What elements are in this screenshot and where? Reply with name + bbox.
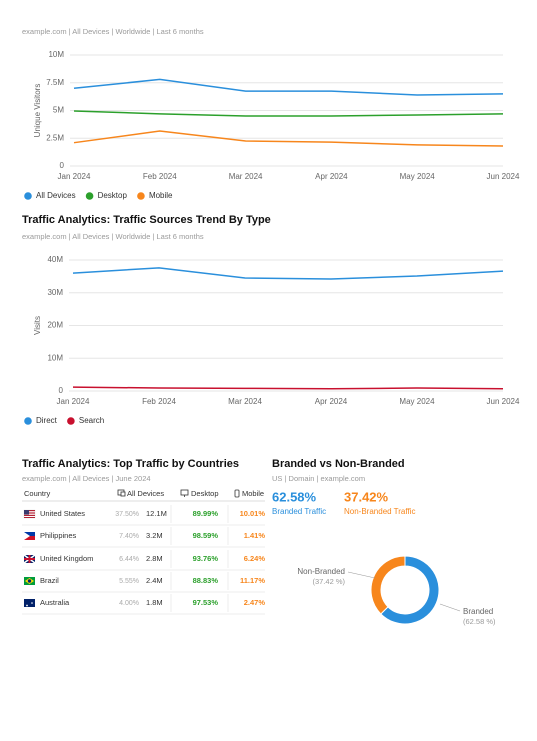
table-cell: 7.40%: [119, 533, 139, 540]
series-line: [73, 130, 504, 147]
column-header: All Devices: [127, 489, 164, 498]
y-tick-label: 20M: [47, 321, 63, 330]
chart-subtitle: US | Domain | example.com: [272, 474, 365, 483]
table-title: Traffic Analytics: Top Traffic by Countr…: [22, 458, 239, 470]
flags: [23, 509, 36, 607]
legend-label: All Devices: [36, 191, 76, 200]
table-cell: United Kingdom: [40, 554, 93, 563]
summary-label: Non-Branded Traffic: [344, 507, 415, 516]
callout-line: [439, 603, 461, 612]
summary-value: 62.58%: [272, 489, 317, 504]
x-tick-label: Apr 2024: [315, 172, 348, 181]
table-cell: 2.8M: [146, 554, 163, 563]
donut-slice: [370, 555, 406, 615]
x-tick-label: Mar 2024: [228, 397, 262, 406]
table-cell: 89.99%: [193, 509, 219, 518]
slice-label: Non-Branded: [297, 567, 345, 576]
chart-title: Traffic Analytics: Traffic Sources Trend…: [22, 214, 271, 226]
table-cell: Brazil: [40, 576, 59, 585]
y-tick-label: 2.5M: [46, 133, 64, 142]
flag-ph: [24, 532, 35, 540]
table-cell: 2.47%: [244, 598, 266, 607]
y-tick-label: 30M: [47, 288, 63, 297]
table-cell: 11.17%: [240, 576, 265, 585]
table-cell: 6.24%: [244, 554, 266, 563]
table-cell: 1.41%: [244, 531, 266, 540]
legend-label: Desktop: [98, 191, 128, 200]
legend-marker: [137, 192, 145, 200]
header-icons: [117, 489, 240, 498]
table-cell: 12.1M: [146, 509, 167, 518]
table-cell: 4.00%: [119, 600, 139, 607]
table-subtitle: example.com | All Devices | June 2024: [22, 474, 151, 483]
x-tick-label: Feb 2024: [142, 397, 176, 406]
y-axis-label: Unique Visitors: [33, 84, 42, 138]
x-tick-label: Jun 2024: [487, 397, 520, 406]
y-tick-label: 0: [59, 386, 64, 395]
x-tick-label: Mar 2024: [229, 172, 263, 181]
slice-label: Branded: [463, 607, 493, 616]
table-cell: 88.83%: [193, 576, 219, 585]
chart-subtitle: example.com | All Devices | Worldwide | …: [22, 27, 204, 36]
flag-br: [24, 577, 35, 585]
legend-marker: [85, 192, 94, 200]
x-tick-label: Feb 2024: [143, 172, 177, 181]
table-cell: 2.4M: [146, 576, 163, 585]
series-line: [73, 78, 504, 96]
chart-subtitle: example.com | All Devices | Worldwide | …: [22, 232, 204, 241]
series-line: [73, 110, 504, 117]
flag-au: [24, 599, 35, 607]
x-tick-label: May 2024: [399, 397, 435, 406]
y-tick-label: 5M: [53, 106, 64, 115]
table-cell: 37.50%: [115, 511, 139, 518]
y-tick-label: 40M: [47, 255, 63, 264]
flag-us: [23, 509, 36, 519]
table-cell: 3.2M: [146, 531, 163, 540]
x-tick-label: Apr 2024: [315, 397, 348, 406]
slice-value-label: (37.42 %): [312, 577, 345, 586]
table-cell: 98.59%: [193, 531, 219, 540]
table-cell: 10.01%: [240, 509, 266, 518]
table-cell: 93.76%: [193, 554, 219, 563]
chart-title: Branded vs Non-Branded: [272, 458, 405, 470]
legend-label: Mobile: [149, 191, 173, 200]
callout-line: [347, 571, 376, 579]
flag-uk: [23, 554, 36, 564]
legend-marker: [24, 192, 32, 200]
column-header: Mobile: [242, 489, 264, 498]
legend-label: Direct: [36, 416, 58, 425]
summary-label: Branded Traffic: [272, 507, 326, 516]
summary-value: 37.42%: [344, 489, 389, 504]
y-tick-label: 7.5M: [46, 78, 64, 87]
table-cell: 97.53%: [193, 598, 219, 607]
x-tick-label: May 2024: [400, 172, 436, 181]
table-cell: Australia: [40, 598, 70, 607]
x-tick-label: Jun 2024: [487, 172, 520, 181]
x-tick-label: Jan 2024: [57, 397, 90, 406]
legend-marker: [67, 417, 75, 425]
y-tick-label: 10M: [48, 50, 64, 59]
table-cell: 5.55%: [119, 578, 139, 585]
column-header: Country: [24, 489, 51, 498]
table-cell: Philippines: [40, 531, 77, 540]
legend-label: Search: [79, 416, 104, 425]
y-tick-label: 10M: [47, 353, 63, 362]
x-tick-label: Jan 2024: [58, 172, 91, 181]
table-cell: 6.44%: [119, 556, 139, 563]
y-axis-label: Visits: [33, 316, 42, 335]
table-cell: 1.8M: [146, 598, 163, 607]
series-line: [72, 386, 504, 390]
table-cell: United States: [40, 509, 85, 518]
column-header: Desktop: [191, 489, 219, 498]
y-tick-label: 0: [60, 161, 65, 170]
slice-value-label: (62.58 %): [463, 617, 496, 626]
legend-marker: [24, 417, 32, 425]
series-line: [72, 267, 504, 280]
